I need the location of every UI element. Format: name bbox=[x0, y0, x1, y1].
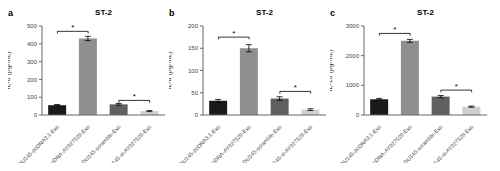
html-text:b: b bbox=[169, 8, 175, 18]
html-text:c: c bbox=[330, 8, 335, 18]
svg-text:DU145-pcDNA-AY927529-Exo: DU145-pcDNA-AY927529-Exo bbox=[356, 124, 413, 163]
html-text:a: a bbox=[8, 8, 13, 18]
svg-text:DU145-si-AY927529-Exo: DU145-si-AY927529-Exo bbox=[105, 124, 153, 163]
svg-text:*: * bbox=[455, 82, 458, 91]
svg-text:100: 100 bbox=[188, 68, 199, 74]
svg-text:150: 150 bbox=[188, 45, 199, 51]
svg-text:3000: 3000 bbox=[346, 23, 360, 29]
svg-text:400: 400 bbox=[27, 41, 38, 47]
svg-text:100: 100 bbox=[27, 94, 38, 100]
html-text:ST-2: ST-2 bbox=[95, 8, 112, 17]
svg-text:200: 200 bbox=[27, 77, 38, 83]
svg-text:*: * bbox=[393, 25, 396, 34]
svg-text:IL-8 (pg/mL): IL-8 (pg/mL) bbox=[169, 51, 173, 89]
svg-text:IL-6 (pg/mL): IL-6 (pg/mL) bbox=[8, 51, 12, 89]
svg-text:*: * bbox=[232, 29, 235, 38]
svg-text:*: * bbox=[294, 83, 297, 92]
html-text:ST-2: ST-2 bbox=[256, 8, 273, 17]
svg-text:0: 0 bbox=[356, 112, 360, 118]
svg-text:50: 50 bbox=[191, 90, 198, 96]
svg-text:DU145-pcDNA-AY927529-Exo: DU145-pcDNA-AY927529-Exo bbox=[195, 124, 252, 163]
svg-text:DU145-si-AY927529-Exo: DU145-si-AY927529-Exo bbox=[427, 124, 475, 163]
svg-text:500: 500 bbox=[27, 23, 38, 29]
svg-text:DU145-si-AY927529-Exo: DU145-si-AY927529-Exo bbox=[266, 124, 314, 163]
svg-text:*: * bbox=[133, 92, 136, 101]
svg-text:*: * bbox=[71, 23, 74, 32]
svg-text:1000: 1000 bbox=[346, 82, 360, 88]
svg-text:200: 200 bbox=[188, 23, 199, 29]
svg-text:0: 0 bbox=[195, 112, 199, 118]
html-text:ST-2: ST-2 bbox=[417, 8, 434, 17]
svg-text:300: 300 bbox=[27, 59, 38, 65]
svg-text:IL-10 (pg/mL): IL-10 (pg/mL) bbox=[330, 49, 334, 91]
svg-text:0: 0 bbox=[34, 112, 38, 118]
svg-text:DU145-pcDNA-AY927529-Exo: DU145-pcDNA-AY927529-Exo bbox=[34, 124, 91, 163]
svg-text:2000: 2000 bbox=[346, 53, 360, 59]
